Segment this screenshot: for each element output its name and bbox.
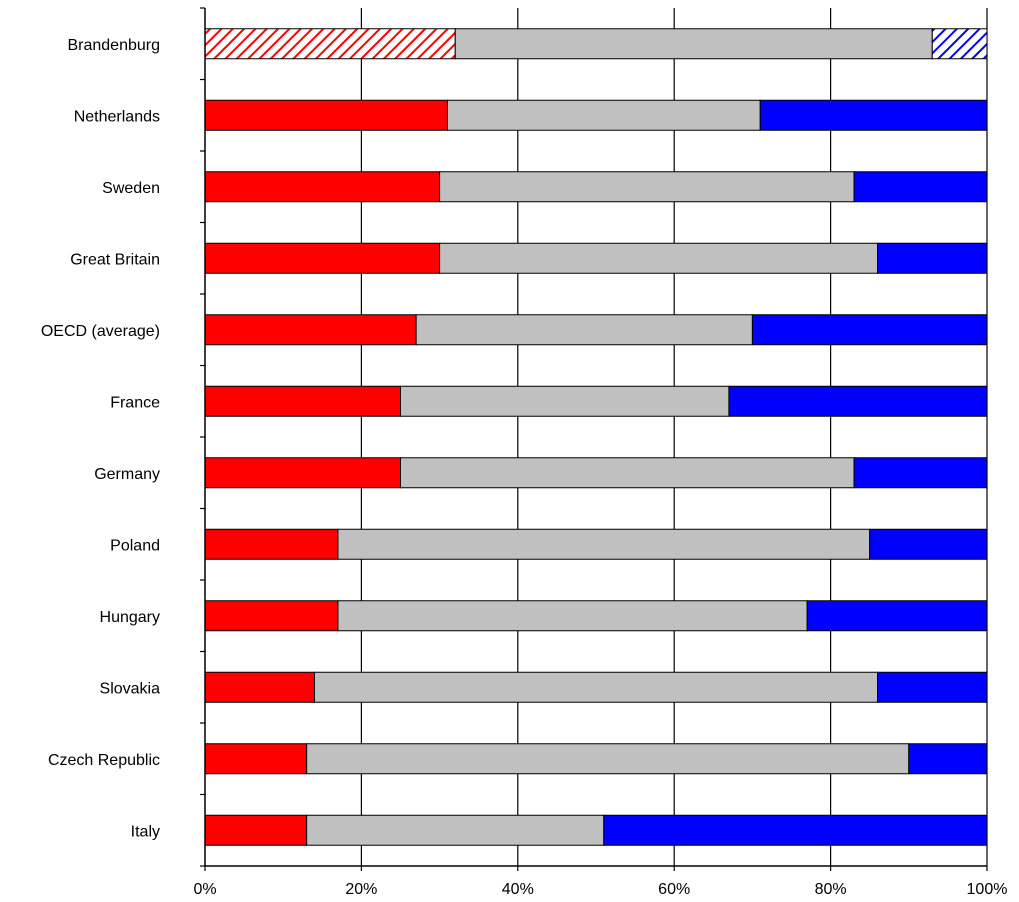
bar-segment-1 bbox=[204, 600, 339, 632]
bar-segment-3 bbox=[751, 314, 988, 346]
bar-segment-3 bbox=[759, 99, 988, 131]
bar-segment-3 bbox=[908, 743, 988, 775]
x-tick-labels: 0% 20% 40% 60% 80% 100% bbox=[193, 881, 1007, 898]
grid-lines bbox=[360, 8, 988, 866]
category-label: Italy bbox=[131, 823, 160, 840]
category-label: France bbox=[110, 394, 160, 411]
category-label: Great Britain bbox=[70, 251, 160, 268]
bar-segment-1 bbox=[204, 457, 401, 489]
category-label: Slovakia bbox=[100, 680, 161, 697]
bar-segment-3 bbox=[853, 457, 988, 489]
x-tick-label: 40% bbox=[502, 881, 534, 898]
x-tick-label: 60% bbox=[658, 881, 690, 898]
bar-segment-2 bbox=[337, 600, 808, 632]
category-label: Hungary bbox=[100, 609, 160, 626]
bar-segment-2 bbox=[439, 242, 879, 274]
bar-segment-3 bbox=[806, 600, 988, 632]
x-tick-label: 0% bbox=[193, 881, 216, 898]
bar-segment-2 bbox=[439, 171, 855, 203]
bar-segment-3 bbox=[603, 814, 988, 846]
x-tick-label: 100% bbox=[967, 881, 1008, 898]
bar-segment-1 bbox=[204, 743, 308, 775]
bar-segment-2 bbox=[313, 671, 879, 703]
bar-segment-1 bbox=[204, 28, 456, 60]
category-label: Poland bbox=[110, 537, 160, 554]
bar-segment-1 bbox=[204, 314, 417, 346]
x-tick-label: 80% bbox=[815, 881, 847, 898]
bar-segment-1 bbox=[204, 671, 315, 703]
bar-segment-2 bbox=[454, 28, 933, 60]
axes bbox=[200, 7, 988, 871]
bar-segment-2 bbox=[400, 457, 855, 489]
bar-segment-1 bbox=[204, 242, 441, 274]
bar-segment-2 bbox=[400, 385, 730, 417]
bars bbox=[204, 28, 988, 846]
bar-segment-1 bbox=[204, 385, 401, 417]
bar-segment-1 bbox=[204, 99, 448, 131]
bar-segment-2 bbox=[306, 814, 605, 846]
bar-segment-3 bbox=[728, 385, 988, 417]
bar-segment-2 bbox=[306, 743, 910, 775]
bar-segment-2 bbox=[446, 99, 761, 131]
bar-segment-3 bbox=[931, 28, 988, 60]
category-label: Czech Republic bbox=[48, 752, 160, 769]
bar-segment-2 bbox=[337, 528, 871, 560]
x-tick-label: 20% bbox=[345, 881, 377, 898]
category-label: OECD (average) bbox=[41, 323, 160, 340]
category-label: Sweden bbox=[102, 180, 160, 197]
bar-segment-3 bbox=[853, 171, 988, 203]
bar-segment-3 bbox=[869, 528, 988, 560]
category-label: Germany bbox=[94, 466, 160, 483]
category-label: Netherlands bbox=[74, 108, 160, 125]
category-labels: Brandenburg Netherlands Sweden Great Britai… bbox=[41, 37, 160, 841]
bar-segment-3 bbox=[877, 671, 988, 703]
bar-segment-1 bbox=[204, 171, 441, 203]
category-label: Brandenburg bbox=[67, 37, 160, 54]
bar-segment-3 bbox=[877, 242, 988, 274]
bar-segment-1 bbox=[204, 814, 308, 846]
bar-segment-2 bbox=[415, 314, 753, 346]
bar-segment-1 bbox=[204, 528, 339, 560]
